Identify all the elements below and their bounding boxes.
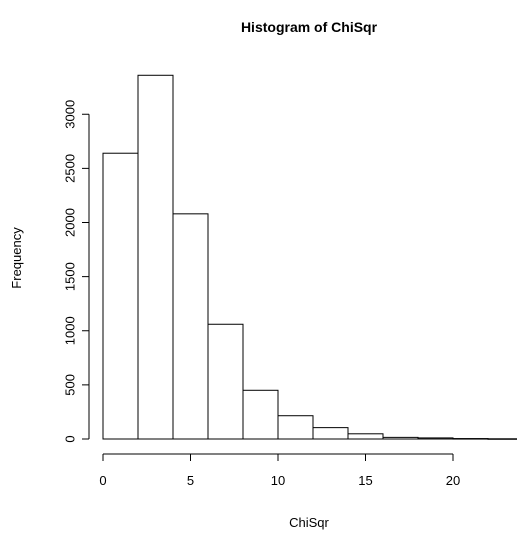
- y-tick-label: 500: [63, 374, 78, 396]
- histogram-bar: [452, 438, 489, 440]
- histogram-bar: [347, 433, 384, 440]
- y-tick-label: 1500: [63, 262, 78, 291]
- x-tick-label: 10: [271, 473, 285, 488]
- y-tick-label: 2500: [63, 154, 78, 183]
- bars-group: [102, 74, 517, 440]
- y-axis: 0 500 1000 1500 2000 2500 3000: [63, 100, 90, 443]
- x-tick-label: 20: [446, 473, 460, 488]
- histogram-bar: [312, 427, 349, 440]
- histogram-bar: [102, 152, 139, 440]
- histogram-bar: [172, 213, 209, 440]
- x-tick-label: 5: [187, 473, 194, 488]
- y-tick-label: 2000: [63, 208, 78, 237]
- x-axis-label: ChiSqr: [289, 515, 329, 530]
- histogram-bar: [242, 389, 279, 440]
- y-tick-label: 3000: [63, 100, 78, 129]
- chart-title: Histogram of ChiSqr: [241, 19, 378, 35]
- histogram-bar: [487, 438, 517, 440]
- histogram-bar: [137, 74, 174, 440]
- y-tick-label: 0: [63, 435, 78, 442]
- histogram-bar: [207, 323, 244, 440]
- y-tick-label: 1000: [63, 316, 78, 345]
- histogram-bar: [417, 437, 454, 440]
- x-tick-label: 15: [358, 473, 372, 488]
- y-axis-label: Frequency: [9, 227, 24, 289]
- x-axis: 0 5 10 15 20: [99, 453, 460, 488]
- histogram-bar: [382, 436, 419, 440]
- histogram-bar: [277, 415, 314, 440]
- x-tick-label: 0: [99, 473, 106, 488]
